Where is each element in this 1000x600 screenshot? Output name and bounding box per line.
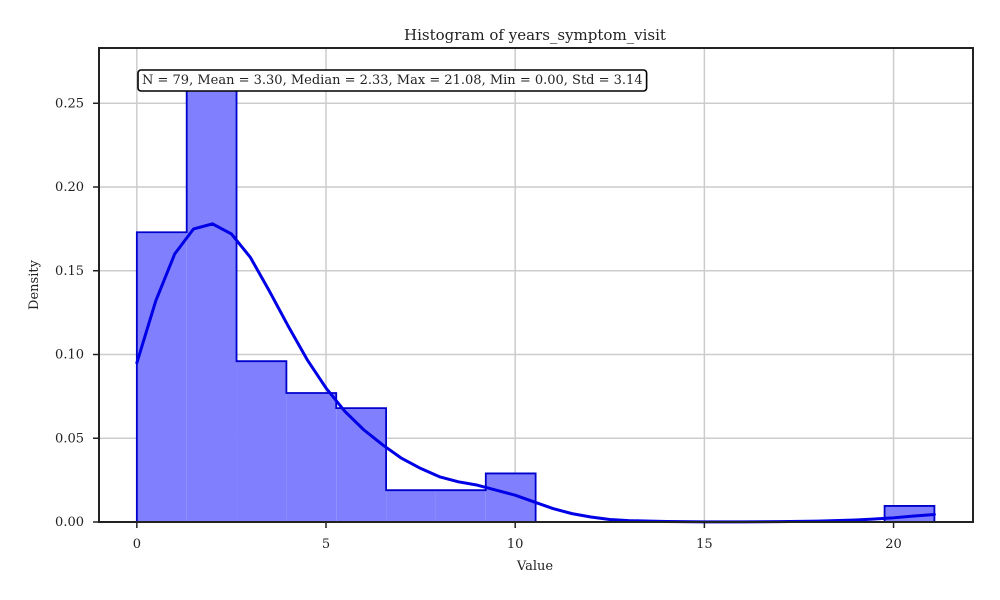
y-tick-label: 0.00 bbox=[55, 515, 84, 530]
y-axis-label: Density bbox=[27, 259, 42, 310]
x-tick-label: 10 bbox=[507, 537, 524, 552]
x-axis-ticks: 0 5 10 15 20 bbox=[133, 522, 902, 552]
histogram-bars bbox=[135, 77, 936, 523]
y-tick-label: 0.20 bbox=[55, 180, 84, 195]
y-tick-label: 0.25 bbox=[55, 96, 84, 111]
y-tick-label: 0.05 bbox=[55, 431, 84, 446]
x-tick-label: 5 bbox=[322, 537, 330, 552]
x-tick-label: 0 bbox=[133, 537, 141, 552]
histogram-bar bbox=[286, 393, 337, 522]
stats-text: N = 79, Mean = 3.30, Median = 2.33, Max … bbox=[142, 73, 643, 88]
histogram-bar bbox=[136, 232, 187, 522]
y-tick-label: 0.15 bbox=[55, 264, 84, 279]
stats-box: N = 79, Mean = 3.30, Median = 2.33, Max … bbox=[137, 69, 648, 92]
y-tick-label: 0.10 bbox=[55, 348, 84, 363]
chart-title: Histogram of years_symptom_visit bbox=[404, 26, 666, 44]
histogram-bar bbox=[435, 490, 486, 522]
x-tick-label: 15 bbox=[696, 537, 713, 552]
histogram-bar bbox=[236, 361, 287, 522]
x-axis-label: Value bbox=[516, 559, 553, 574]
plot-frame bbox=[98, 47, 974, 523]
histogram-bar bbox=[386, 490, 436, 522]
y-axis-ticks: 0.00 0.05 0.10 0.15 0.20 0.25 bbox=[55, 96, 99, 530]
x-tick-label: 20 bbox=[885, 537, 902, 552]
histogram-bar bbox=[186, 78, 237, 522]
stats-box-border bbox=[137, 69, 648, 92]
histogram-bar bbox=[485, 473, 536, 522]
